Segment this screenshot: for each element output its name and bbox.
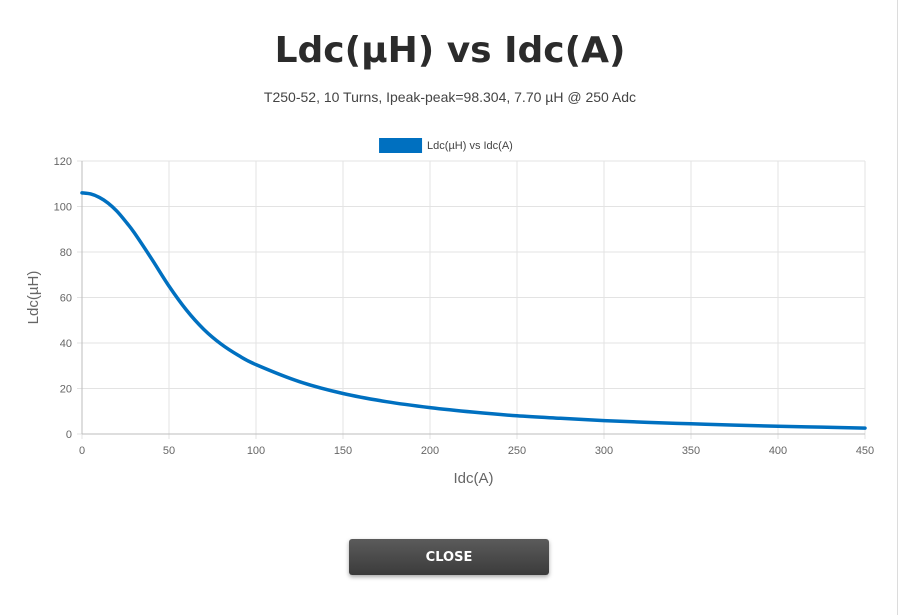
window-edge-divider [897,0,898,615]
y-tick-label: 60 [60,293,72,305]
chart-axes: 0 50 100 150 200 250 300 350 400 450 0 20 40 60 80 100 1… [25,156,874,487]
legend-swatch [379,138,423,153]
close-button[interactable]: CLOSE [349,539,549,575]
y-tick-label: 100 [54,202,72,214]
chart-grid [77,160,866,439]
chart-legend: Ldc(µH) vs Idc(A) [379,138,513,153]
legend-label: Ldc(µH) vs Idc(A) [427,140,513,152]
x-tick-label: 0 [79,445,85,457]
y-tick-label: 0 [66,429,72,441]
x-tick-label: 350 [682,445,700,457]
inductance-chart: 0 50 100 150 200 250 300 350 400 450 0 20 40 60 80 100 1… [25,138,874,487]
x-tick-label: 100 [247,445,265,457]
x-tick-label: 150 [334,445,352,457]
y-tick-label: 120 [54,156,72,168]
x-tick-label: 400 [769,445,787,457]
x-tick-label: 200 [421,445,439,457]
x-tick-label: 450 [856,445,874,457]
chart-series [80,191,867,430]
x-axis-title: Idc(A) [453,470,493,487]
x-tick-label: 50 [163,445,175,457]
y-axis-title: Ldc(µH) [25,271,42,325]
x-tick-label: 250 [508,445,526,457]
y-tick-label: 40 [60,338,72,350]
x-tick-label: 300 [595,445,613,457]
chart-dialog-title: Ldc(µH) vs Idc(A) [274,30,626,71]
series-line [80,191,867,430]
chart-dialog-subtitle: T250-52, 10 Turns, Ipeak-peak=98.304, 7.… [263,89,637,105]
y-tick-label: 20 [60,384,72,396]
y-tick-label: 80 [60,247,72,259]
